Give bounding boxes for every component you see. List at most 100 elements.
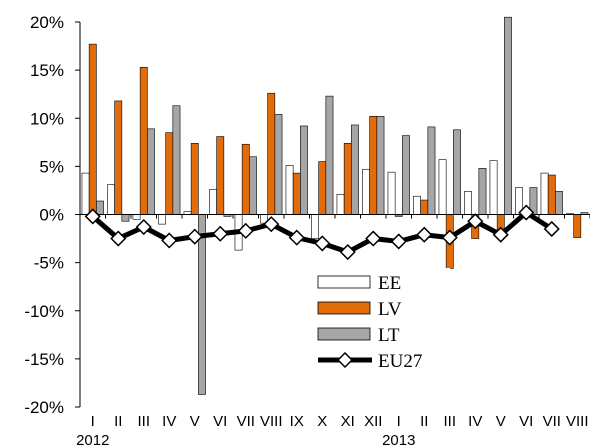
point-eu27-4 — [186, 228, 203, 245]
bar-lv-19 — [573, 214, 582, 238]
legend-swatch-lt — [317, 327, 371, 341]
bar-ee-13 — [413, 195, 421, 215]
eu27-line-layer — [84, 204, 560, 261]
y-tick-label: -20% — [24, 398, 64, 417]
x-tick-label: XII — [364, 413, 382, 430]
legend-label-eu27: EU27 — [378, 351, 422, 372]
bar-lt-13 — [427, 126, 436, 215]
x-tick-label: IV — [162, 413, 176, 430]
x-tick-label: II — [420, 413, 428, 430]
x-tick-label: VI — [213, 413, 227, 430]
point-eu27-13 — [416, 226, 433, 243]
bar-ee-1 — [107, 184, 115, 215]
x-tick-label: III — [137, 413, 150, 430]
bar-lv-13 — [420, 199, 429, 215]
x-tick-label: IX — [290, 413, 304, 430]
bar-lt-15 — [478, 168, 487, 215]
bars-layer — [81, 16, 589, 395]
x-tick-label: V — [190, 413, 200, 430]
y-tick-label: 0% — [39, 206, 64, 225]
bar-lt-2 — [147, 128, 155, 215]
legend-marker-eu27 — [336, 351, 354, 369]
y-tick-label: 20% — [30, 13, 64, 32]
bar-lv-18 — [547, 174, 556, 215]
y-tick-label: -10% — [24, 302, 64, 321]
legend-label-ee: EE — [378, 273, 401, 294]
bar-lv-6 — [241, 143, 250, 215]
bar-ee-11 — [362, 168, 370, 215]
bar-lt-3 — [172, 105, 181, 215]
x-tick-label: VIII — [566, 413, 589, 430]
x-tick-label: IV — [468, 413, 482, 430]
bar-lt-16 — [504, 16, 512, 215]
y-tick-label: 5% — [39, 157, 64, 176]
point-eu27-10 — [339, 243, 356, 261]
bar-lt-8 — [300, 125, 308, 215]
legend-swatch-lv — [317, 301, 371, 315]
x-tick-label: VIII — [260, 413, 283, 430]
x-tick-label: II — [114, 413, 122, 430]
tick-labels-layer: 20%15%10%5%0%-5%-10%-15%-20%I II III IV V VI V… — [24, 13, 588, 448]
bar-ee-3 — [158, 214, 166, 225]
bar-ee-12 — [387, 171, 396, 215]
bar-ee-18 — [540, 172, 549, 215]
bar-ee-14 — [438, 159, 447, 215]
bar-lt-7 — [274, 114, 283, 215]
point-eu27-5 — [212, 225, 229, 242]
bar-lt-6 — [249, 156, 257, 215]
point-eu27-3 — [161, 232, 178, 249]
point-eu27-0 — [84, 208, 101, 225]
bar-ee-9 — [311, 214, 319, 239]
x-tick-label: VI — [519, 413, 533, 430]
bar-lv-0 — [88, 43, 97, 215]
legend-swatch-ee — [317, 275, 371, 289]
bar-ee-15 — [464, 191, 472, 215]
point-eu27-2 — [135, 218, 152, 236]
legend-label-lv: LV — [378, 299, 402, 320]
x-tick-label: X — [317, 413, 327, 430]
bar-lv-5 — [216, 136, 225, 215]
bar-lt-1 — [121, 214, 130, 222]
point-eu27-14 — [441, 229, 458, 246]
bar-lv-3 — [165, 132, 174, 215]
bar-ee-2 — [132, 214, 141, 220]
y-tick-label: 10% — [30, 109, 64, 128]
year-label: 2012 — [76, 432, 109, 448]
point-eu27-1 — [110, 230, 127, 247]
point-eu27-12 — [390, 233, 407, 250]
bar-lv-4 — [190, 142, 199, 215]
bar-lv-2 — [139, 66, 148, 215]
point-eu27-18 — [543, 220, 560, 238]
y-tick-label: -5% — [34, 254, 64, 273]
bar-lt-12 — [402, 135, 410, 215]
bar-lt-4 — [198, 214, 206, 395]
bar-lt-14 — [453, 129, 461, 215]
bar-lt-11 — [376, 116, 385, 215]
bar-ee-5 — [209, 189, 217, 215]
point-eu27-7 — [263, 216, 280, 233]
x-tick-label: V — [496, 413, 506, 430]
point-eu27-16 — [492, 226, 509, 243]
bar-lt-9 — [325, 95, 334, 215]
y-tick-label: 15% — [30, 61, 64, 80]
bar-lv-10 — [343, 142, 352, 215]
x-tick-label: VII — [543, 413, 561, 430]
y-tick-label: -15% — [24, 350, 64, 369]
bar-ee-10 — [336, 193, 345, 215]
point-eu27-15 — [467, 213, 484, 230]
x-tick-label: III — [443, 413, 456, 430]
x-tick-label: I — [91, 413, 95, 430]
x-tick-label: I — [397, 413, 401, 430]
bar-lv-8 — [292, 172, 301, 215]
point-eu27-11 — [365, 230, 382, 247]
bar-lt-0 — [96, 200, 104, 215]
axes-layer — [75, 21, 590, 408]
point-eu27-6 — [237, 222, 254, 239]
point-eu27-17 — [518, 204, 535, 221]
bar-lv-11 — [369, 116, 378, 215]
bar-lt-18 — [555, 191, 563, 215]
bar-lv-1 — [114, 100, 123, 215]
bar-ee-0 — [81, 172, 90, 215]
year-label: 2013 — [382, 432, 415, 448]
